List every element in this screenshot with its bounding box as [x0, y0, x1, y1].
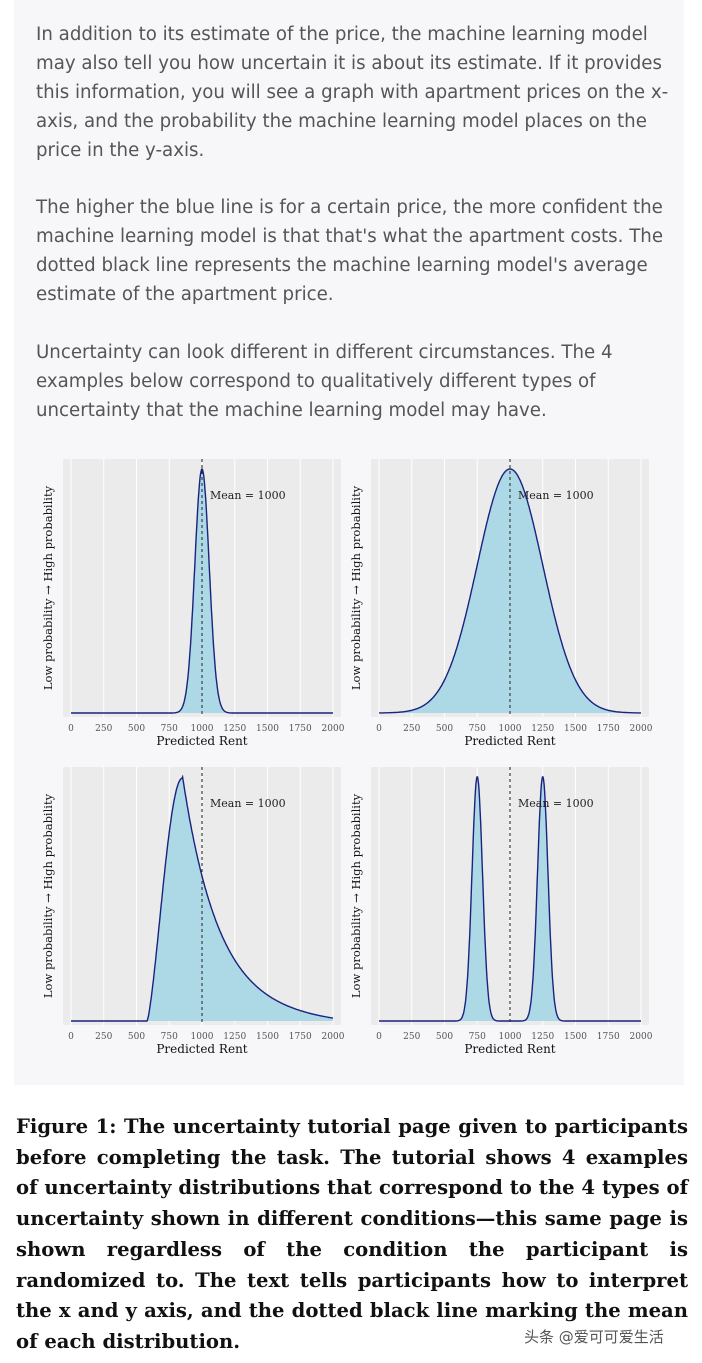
- x-tick-label: 0: [68, 724, 74, 734]
- x-tick-label: 500: [436, 1032, 453, 1042]
- y-axis-label: Low probability → High probability: [41, 793, 55, 998]
- y-axis-label: Low probability → High probability: [349, 793, 363, 998]
- x-tick-label: 0: [376, 1032, 382, 1042]
- x-tick-label: 500: [128, 1032, 145, 1042]
- x-tick-label: 1500: [564, 724, 587, 734]
- x-tick-label: 1250: [223, 1032, 246, 1042]
- x-tick-label: 1750: [289, 724, 312, 734]
- x-tick-label: 1750: [597, 724, 620, 734]
- x-tick-label: 2000: [630, 1032, 653, 1042]
- x-tick-label: 0: [68, 1032, 74, 1042]
- x-tick-label: 750: [469, 1032, 486, 1042]
- x-tick-label: 1750: [597, 1032, 620, 1042]
- x-axis-label: Predicted Rent: [156, 734, 247, 748]
- x-tick-label: 1250: [223, 724, 246, 734]
- x-tick-label: 1250: [531, 724, 554, 734]
- x-axis-label: Predicted Rent: [464, 734, 555, 748]
- y-axis-label: Low probability → High probability: [41, 485, 55, 690]
- x-tick-label: 250: [403, 1032, 420, 1042]
- x-tick-label: 2000: [322, 724, 345, 734]
- mean-annotation: Mean = 1000: [210, 797, 286, 810]
- x-tick-label: 250: [95, 724, 112, 734]
- chart-wide-unimodal: Mean = 1000 0 250 500 750 1000 1250 1500 1750 200…: [344, 455, 654, 760]
- x-tick-label: 1000: [499, 724, 522, 734]
- watermark: 头条 @爱可可爱生活: [520, 1326, 668, 1347]
- density-line: [71, 467, 333, 714]
- paragraph-axes-intro: In addition to its estimate of the price…: [36, 24, 669, 161]
- x-tick-label: 1500: [256, 724, 279, 734]
- x-tick-label: 750: [161, 1032, 178, 1042]
- y-axis-label: Low probability → High probability: [349, 485, 363, 690]
- x-tick-label: 1250: [531, 1032, 554, 1042]
- mean-annotation: Mean = 1000: [518, 797, 594, 810]
- x-tick-label: 1000: [499, 1032, 522, 1042]
- chart-bimodal: Mean = 1000 0 250 500 750 1000 1250 1500 1750 200…: [344, 763, 654, 1068]
- paragraph-uncertainty-types: Uncertainty can look different in differ…: [36, 342, 613, 421]
- figure-caption: Figure 1: The uncertainty tutorial page …: [16, 1115, 688, 1353]
- x-axis-label: Predicted Rent: [464, 1042, 555, 1056]
- density-line: [379, 468, 641, 714]
- x-tick-label: 250: [95, 1032, 112, 1042]
- x-tick-label: 500: [436, 724, 453, 734]
- x-tick-label: 1500: [256, 1032, 279, 1042]
- x-tick-label: 1000: [191, 724, 214, 734]
- x-tick-label: 1000: [191, 1032, 214, 1042]
- x-tick-label: 1500: [564, 1032, 587, 1042]
- x-tick-label: 250: [403, 724, 420, 734]
- x-tick-label: 1750: [289, 1032, 312, 1042]
- chart-skewed: Mean = 1000 0 250 500 750 1000 1250 1500 1750 200…: [36, 763, 346, 1068]
- mean-annotation: Mean = 1000: [518, 489, 594, 502]
- x-tick-label: 0: [376, 724, 382, 734]
- paragraph-blue-line: The higher the blue line is for a certai…: [36, 197, 664, 305]
- x-axis-label: Predicted Rent: [156, 1042, 247, 1056]
- x-tick-label: 2000: [322, 1032, 345, 1042]
- chart-narrow-unimodal: Mean = 1000 0 250 500 750 1000 1250 1500 1750 200…: [36, 455, 346, 760]
- x-tick-label: 500: [128, 724, 145, 734]
- x-tick-label: 2000: [630, 724, 653, 734]
- x-tick-label: 750: [469, 724, 486, 734]
- mean-annotation: Mean = 1000: [210, 489, 286, 502]
- x-tick-label: 750: [161, 724, 178, 734]
